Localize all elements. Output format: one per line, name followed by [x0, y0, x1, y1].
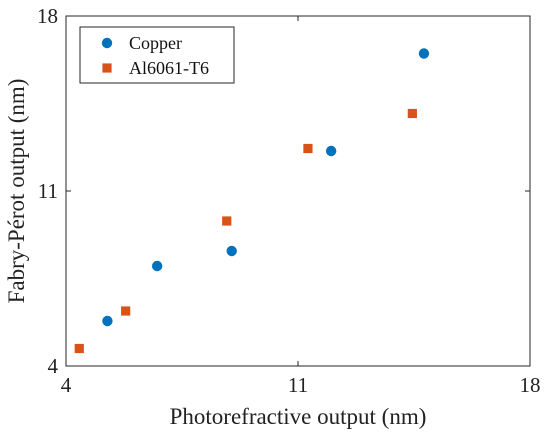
data-point-circle: [418, 48, 430, 59]
x-axis-title: Photorefractive output (nm): [170, 404, 427, 429]
legend: Copper Al6061-T6: [79, 26, 235, 84]
data-point-square: [121, 306, 131, 316]
legend-label: Copper: [129, 33, 182, 53]
tick-labels: 4 11 18 4 11 18: [37, 4, 541, 397]
legend-box: [79, 26, 235, 84]
data-point-circle: [226, 245, 237, 257]
x-tick-label: 11: [288, 373, 308, 397]
data-point-square: [74, 343, 84, 354]
data-point-square: [222, 216, 232, 226]
data-points: [74, 48, 430, 354]
y-tick-label: 4: [48, 354, 59, 378]
data-point-square: [407, 108, 417, 119]
x-tick-label: 18: [520, 373, 541, 397]
series-al6061-t6: [74, 108, 417, 354]
x-tick-label: 4: [61, 373, 72, 397]
legend-marker-square: [102, 63, 112, 73]
legend-label: Al6061-T6: [129, 58, 209, 78]
y-axis-title: Fabry-Pérot output (nm): [4, 79, 29, 304]
series-copper: [102, 48, 430, 327]
y-tick-label: 11: [38, 179, 58, 203]
data-point-circle: [325, 145, 337, 157]
data-point-circle: [102, 315, 113, 327]
legend-marker-circle: [101, 37, 113, 49]
axis-ticks: [65, 15, 531, 367]
y-tick-label: 18: [37, 4, 58, 28]
data-point-square: [303, 143, 313, 154]
data-point-circle: [151, 260, 163, 272]
